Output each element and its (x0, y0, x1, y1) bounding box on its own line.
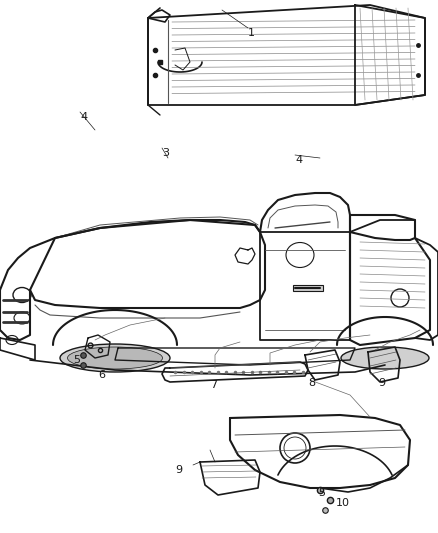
Bar (293, 285, 323, 291)
Ellipse shape (341, 347, 429, 369)
Text: 9: 9 (175, 465, 182, 475)
Ellipse shape (67, 347, 162, 369)
Ellipse shape (60, 344, 170, 372)
Text: 1: 1 (248, 28, 255, 38)
Text: 9: 9 (378, 378, 385, 388)
Text: 4: 4 (80, 112, 87, 122)
Text: 10: 10 (336, 498, 350, 508)
Text: 5: 5 (318, 488, 325, 498)
Text: 7: 7 (210, 380, 217, 390)
Text: 4: 4 (295, 155, 302, 165)
Text: 5: 5 (73, 355, 80, 365)
Text: 6: 6 (98, 370, 105, 380)
Text: 3: 3 (162, 148, 169, 158)
Text: 8: 8 (308, 378, 315, 388)
